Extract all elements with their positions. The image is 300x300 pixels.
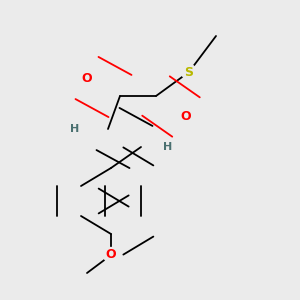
Text: H: H	[164, 142, 172, 152]
Circle shape	[182, 64, 196, 80]
Circle shape	[178, 110, 194, 124]
Text: O: O	[106, 248, 116, 262]
Text: O: O	[181, 110, 191, 124]
Text: O: O	[82, 71, 92, 85]
Circle shape	[103, 248, 118, 262]
Circle shape	[80, 70, 94, 86]
Circle shape	[160, 140, 175, 154]
Text: S: S	[184, 65, 194, 79]
Circle shape	[68, 122, 82, 136]
Text: H: H	[70, 124, 80, 134]
